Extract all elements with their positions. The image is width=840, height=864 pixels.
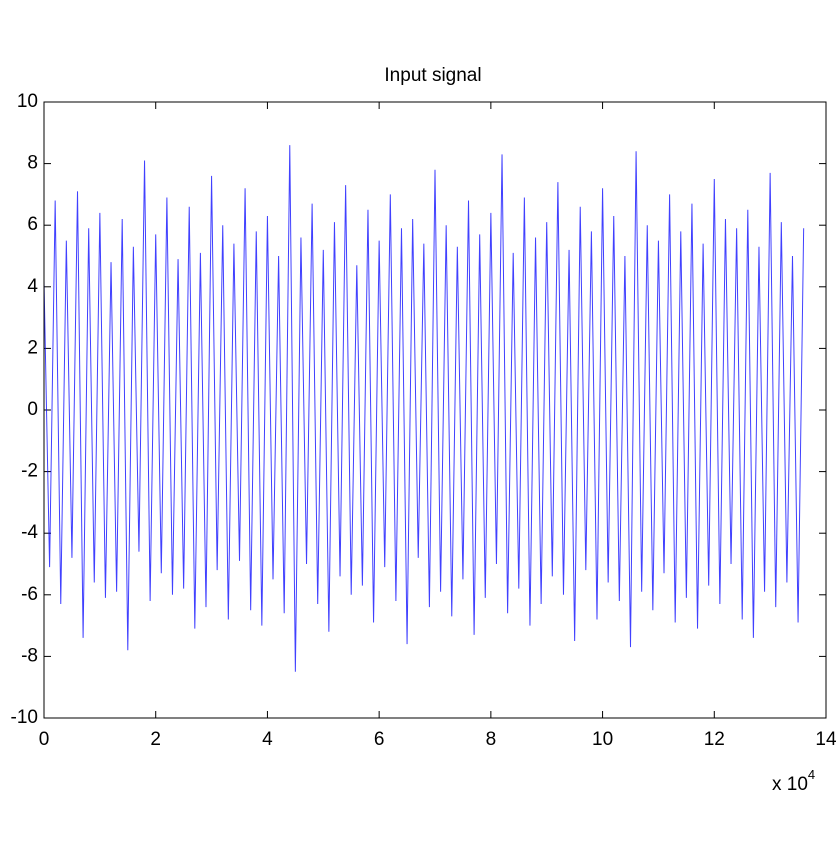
x-tick-label: 12 [704,729,725,750]
x-multiplier: x 104 [772,767,815,795]
x-tick-label: 10 [592,729,613,750]
y-tick-label: -10 [11,707,38,728]
x-tick-label: 2 [150,729,161,750]
y-tick-label: -4 [21,522,38,543]
x-tick-label: 4 [262,729,273,750]
x-tick-label: 6 [374,729,385,750]
y-tick-label: 4 [27,276,38,297]
y-tick-label: 10 [17,91,38,112]
x-tick-label: 0 [39,729,50,750]
y-tick-label: -2 [21,461,38,482]
chart-title: Input signal [384,65,481,86]
x-multiplier-base: x 10 [772,774,808,795]
signal-line [43,145,805,672]
y-tick-label: -6 [21,584,38,605]
x-tick-label: 8 [486,729,497,750]
x-tick-label: 14 [815,729,837,750]
y-tick-label: 6 [27,214,38,235]
y-tick-label: 8 [27,153,38,174]
y-tick-label: 0 [27,399,38,420]
x-multiplier-exponent: 4 [808,767,815,782]
y-tick-label: 2 [27,337,38,358]
y-tick-label: -8 [21,645,38,666]
plot-frame [43,101,827,719]
